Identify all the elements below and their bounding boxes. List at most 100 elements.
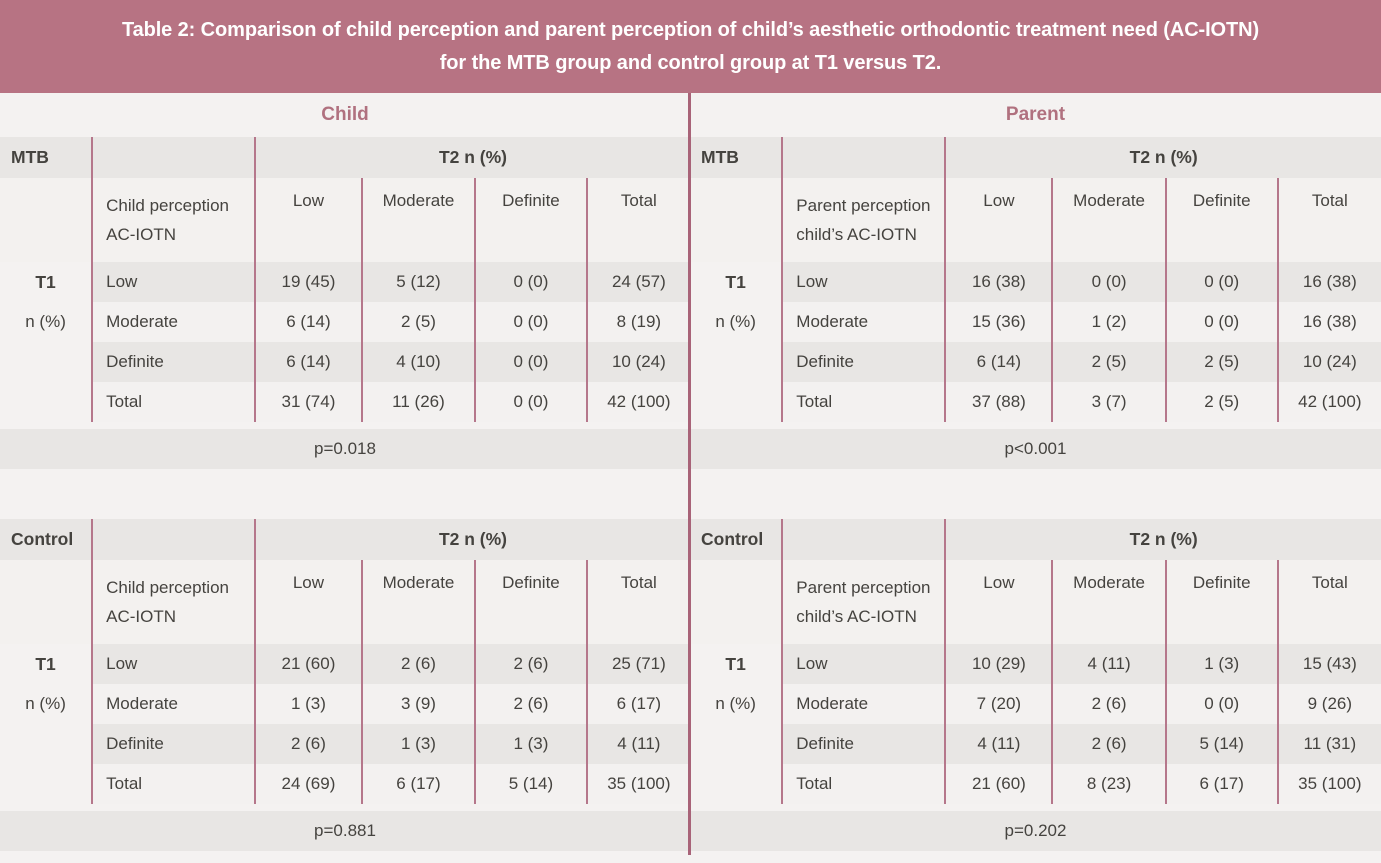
data-cell: 6 (14) xyxy=(255,342,363,382)
table-row: n (%) Moderate 1 (3) 3 (9) 2 (6) 6 (17) xyxy=(0,684,690,724)
data-cell: 1 (3) xyxy=(476,724,588,764)
section-gap xyxy=(690,469,1381,519)
axis-spacer xyxy=(690,560,784,644)
data-cell: 5 (14) xyxy=(476,764,588,804)
row-label: Definite xyxy=(93,724,256,764)
span-header-t2: T2 n (%) xyxy=(1129,529,1198,549)
group-label: Control xyxy=(690,519,784,560)
axis-label xyxy=(0,764,94,804)
data-cell: 5 (12) xyxy=(362,262,477,302)
group-band: MTB T2 n (%) xyxy=(690,137,1381,178)
column-header-row: Parent perception child’s AC-IOTN Low Moder… xyxy=(690,560,1381,644)
column-header: Total xyxy=(1278,560,1381,644)
column-header: Definite xyxy=(476,560,588,644)
data-cell: 24 (69) xyxy=(255,764,363,804)
data-cell: 31 (74) xyxy=(255,382,363,422)
p-value: p<0.001 xyxy=(690,429,1381,469)
row-label: Moderate xyxy=(93,684,256,724)
column-header: Moderate xyxy=(362,178,477,262)
row-label: Low xyxy=(93,262,256,302)
table-title-bar: Table 2: Comparison of child perception … xyxy=(0,0,1381,93)
data-cell: 0 (0) xyxy=(476,342,588,382)
column-header: Total xyxy=(1278,178,1381,262)
table-row: Definite 6 (14) 4 (10) 0 (0) 10 (24) xyxy=(0,342,690,382)
row-label: Definite xyxy=(783,342,947,382)
perception-header: Parent perception child’s AC-IOTN xyxy=(783,560,947,644)
group-band: MTB T2 n (%) xyxy=(0,137,690,178)
table-row: n (%) Moderate 7 (20) 2 (6) 0 (0) 9 (26) xyxy=(690,684,1381,724)
axis-label xyxy=(0,342,94,382)
group-label: Control xyxy=(0,519,94,560)
axis-label: T1 xyxy=(0,262,94,302)
section-gap xyxy=(0,469,690,519)
axis-spacer xyxy=(690,178,784,262)
p-value: p=0.881 xyxy=(0,811,690,851)
data-cell: 4 (11) xyxy=(1053,644,1167,684)
perception-line1: Parent perception xyxy=(796,196,931,215)
data-cell: 6 (17) xyxy=(587,684,690,724)
column-header: Total xyxy=(587,560,690,644)
data-cell: 0 (0) xyxy=(1166,262,1279,302)
table-row: n (%) Moderate 15 (36) 1 (2) 0 (0) 16 (38) xyxy=(690,302,1381,342)
perception-line1: Parent perception xyxy=(796,578,931,597)
child-column-header: Child xyxy=(321,104,369,125)
column-header: Moderate xyxy=(362,560,477,644)
group-label: MTB xyxy=(690,137,784,178)
data-cell: 6 (17) xyxy=(362,764,477,804)
data-cell: 2 (5) xyxy=(1053,342,1167,382)
data-cell: 35 (100) xyxy=(1278,764,1381,804)
p-value: p=0.202 xyxy=(690,811,1381,851)
axis-label: T1 xyxy=(0,644,94,684)
table-row: Total 21 (60) 8 (23) 6 (17) 35 (100) xyxy=(690,764,1381,804)
data-cell: 35 (100) xyxy=(587,764,690,804)
column-header: Moderate xyxy=(1053,178,1167,262)
row-label: Definite xyxy=(783,724,947,764)
data-cell: 2 (6) xyxy=(362,644,477,684)
data-cell: 37 (88) xyxy=(946,382,1054,422)
axis-label xyxy=(690,382,784,422)
column-header-row: Child perception AC-IOTN Low Moderate Defini… xyxy=(0,560,690,644)
data-cell: 4 (10) xyxy=(362,342,477,382)
data-cell: 1 (3) xyxy=(255,684,363,724)
data-cell: 7 (20) xyxy=(946,684,1054,724)
axis-label xyxy=(0,724,94,764)
panel-parent: Parent MTB T2 n (%) Parent perception child’… xyxy=(690,93,1381,851)
table-row: Definite 2 (6) 1 (3) 1 (3) 4 (11) xyxy=(0,724,690,764)
perception-header: Parent perception child’s AC-IOTN xyxy=(783,178,947,262)
band-spacer xyxy=(783,519,947,560)
data-cell: 0 (0) xyxy=(1166,684,1279,724)
column-header: Definite xyxy=(476,178,588,262)
data-cell: 4 (11) xyxy=(946,724,1054,764)
column-header-row: Child perception AC-IOTN Low Moderate Defini… xyxy=(0,178,690,262)
table-row: T1 Low 21 (60) 2 (6) 2 (6) 25 (71) xyxy=(0,644,690,684)
column-header: Total xyxy=(587,178,690,262)
axis-label: T1 xyxy=(690,262,784,302)
perception-line2: child’s AC-IOTN xyxy=(796,225,917,245)
data-cell: 10 (24) xyxy=(1278,342,1381,382)
column-header: Low xyxy=(946,178,1054,262)
column-header: Definite xyxy=(1166,178,1279,262)
column-header: Low xyxy=(255,560,363,644)
data-cell: 11 (26) xyxy=(362,382,477,422)
data-cell: 6 (17) xyxy=(1166,764,1279,804)
data-cell: 21 (60) xyxy=(255,644,363,684)
axis-label: n (%) xyxy=(0,302,94,342)
row-label: Low xyxy=(93,644,256,684)
perception-line1: Child perception xyxy=(106,578,229,597)
data-cell: 0 (0) xyxy=(1053,262,1167,302)
table-row: Definite 6 (14) 2 (5) 2 (5) 10 (24) xyxy=(690,342,1381,382)
axis-label xyxy=(690,724,784,764)
axis-label: n (%) xyxy=(0,684,94,724)
group-band: Control T2 n (%) xyxy=(0,519,690,560)
row-label: Total xyxy=(93,382,256,422)
data-cell: 4 (11) xyxy=(587,724,690,764)
perception-header: Child perception AC-IOTN xyxy=(93,178,256,262)
data-cell: 1 (2) xyxy=(1053,302,1167,342)
axis-spacer xyxy=(0,560,94,644)
row-label: Low xyxy=(783,262,947,302)
data-cell: 2 (6) xyxy=(255,724,363,764)
perception-line2: AC-IOTN xyxy=(106,607,177,627)
data-cell: 8 (19) xyxy=(587,302,690,342)
data-cell: 25 (71) xyxy=(587,644,690,684)
data-cell: 2 (5) xyxy=(1166,342,1279,382)
